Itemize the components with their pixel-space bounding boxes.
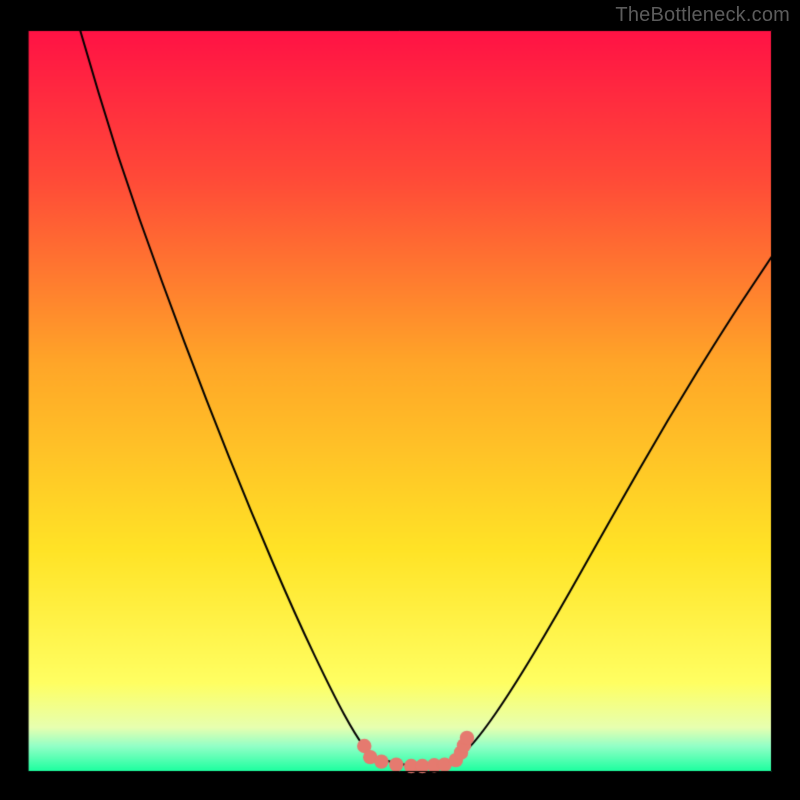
watermark-text: TheBottleneck.com <box>615 4 790 27</box>
bottleneck-chart-canvas <box>0 0 800 800</box>
